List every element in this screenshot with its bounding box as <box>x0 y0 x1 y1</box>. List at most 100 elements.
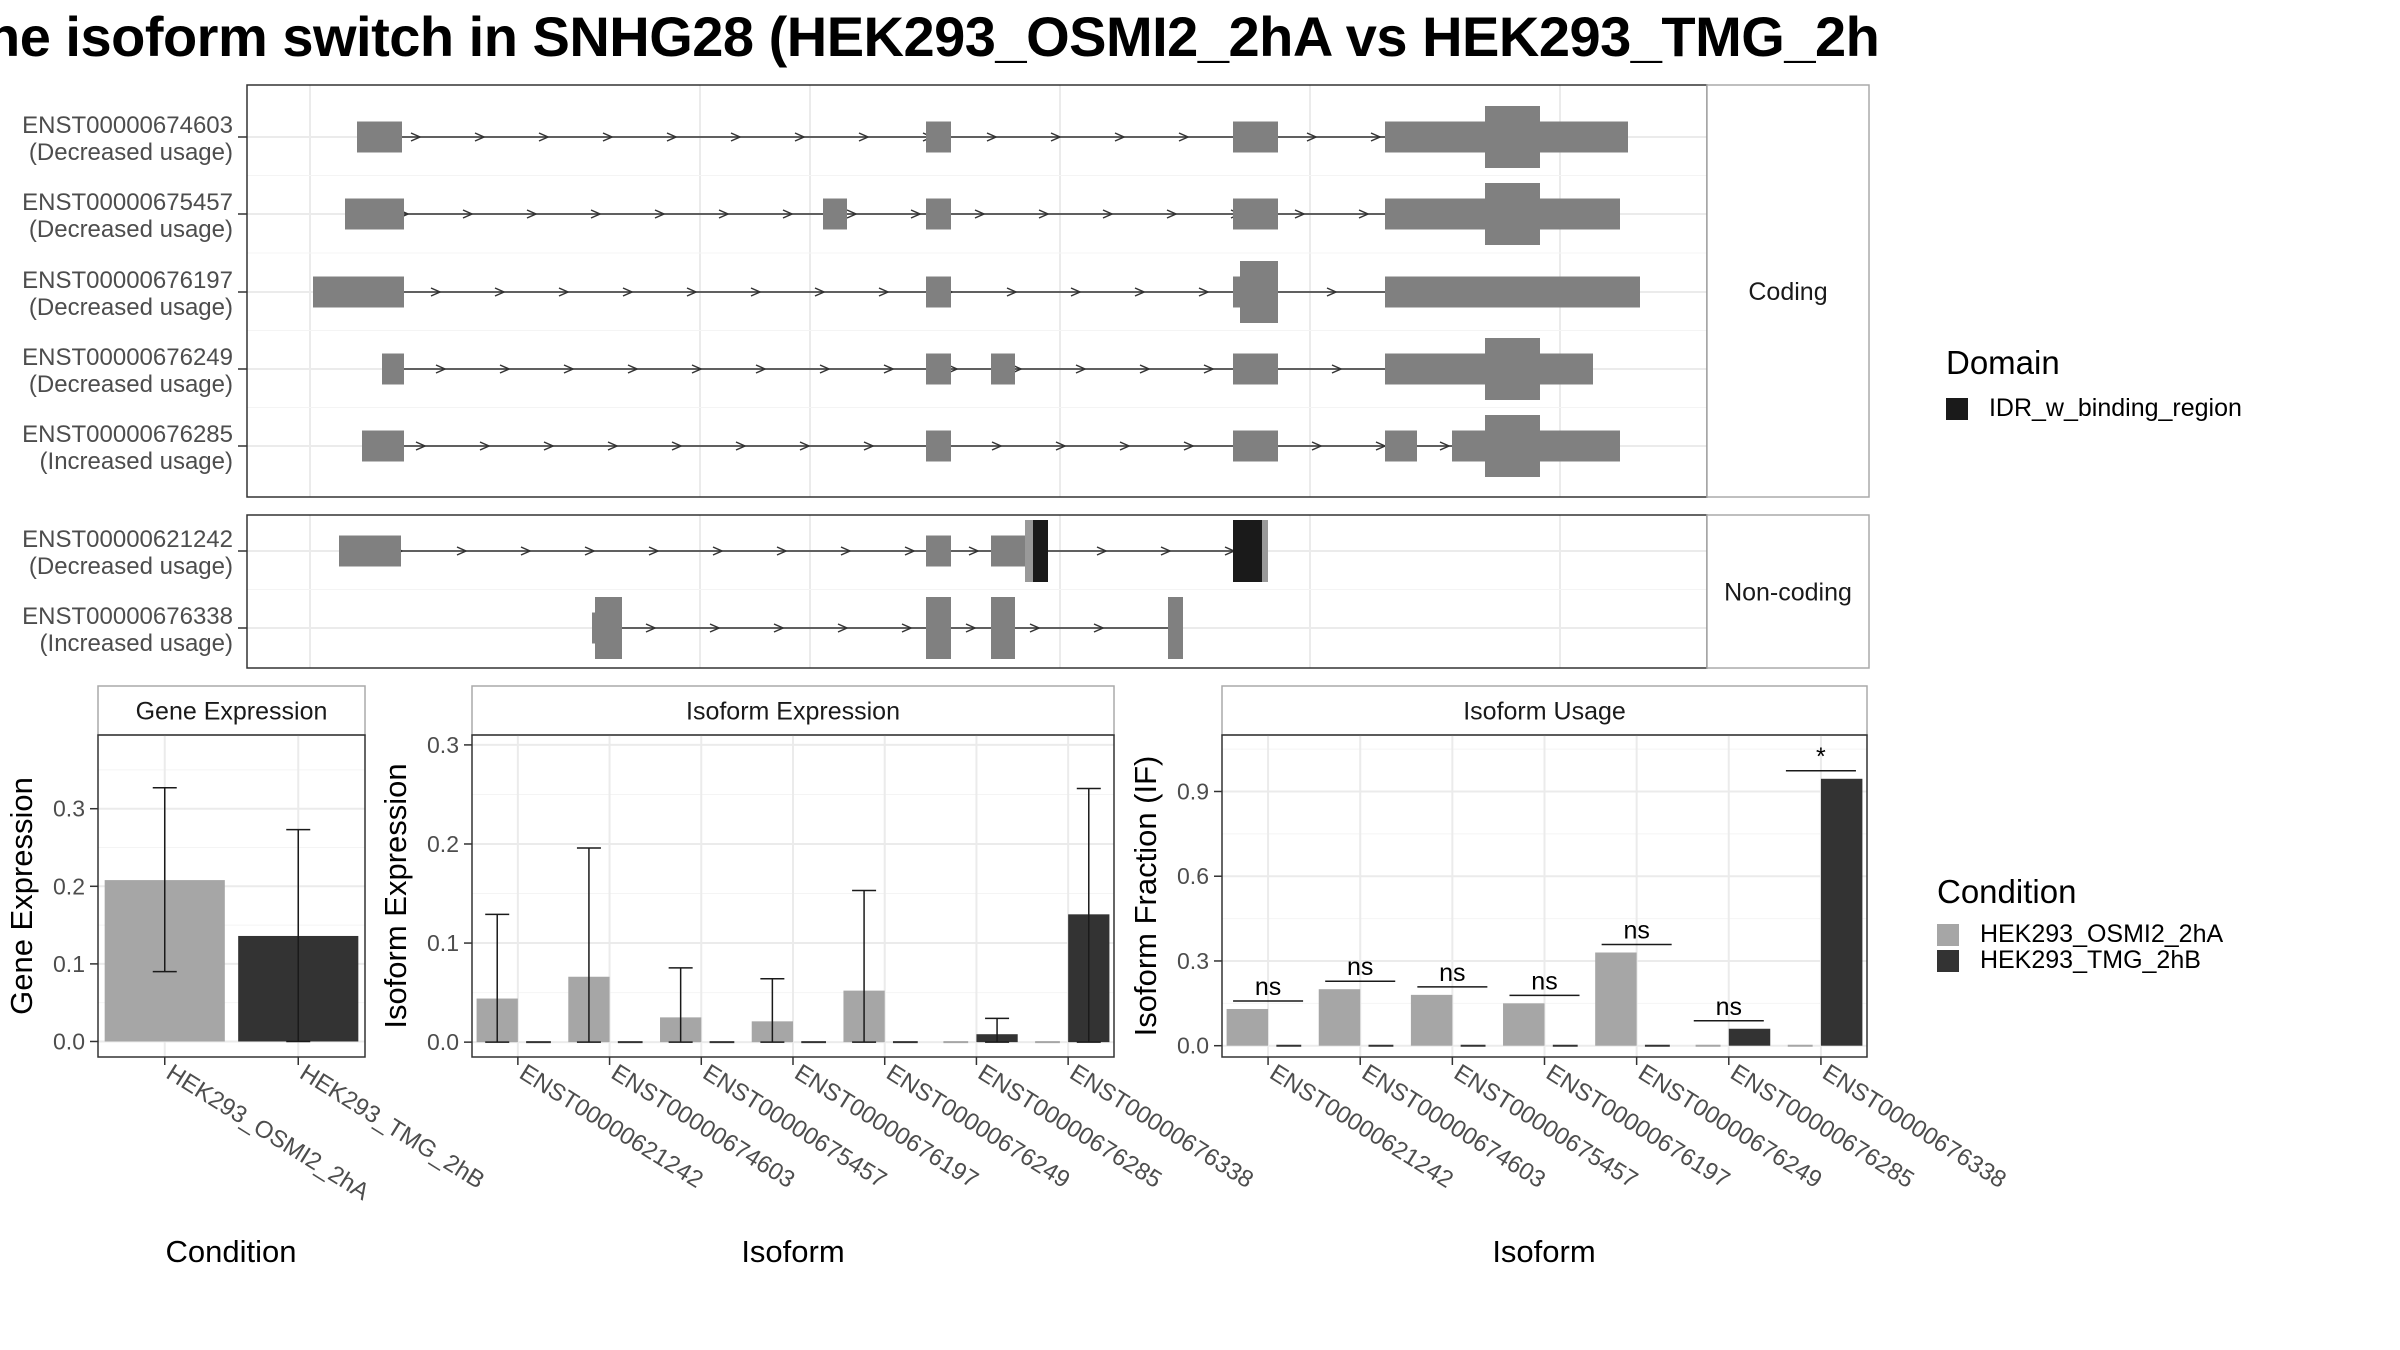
gene-expr-ytick-label: 0.2 <box>53 873 85 899</box>
tx-674603-strand-arrow <box>1306 132 1318 142</box>
isoform-usage-sig-label: ns <box>1531 967 1557 995</box>
tx-674603-strand-arrow <box>666 132 678 142</box>
coding-row-id-label: ENST00000675457 <box>22 189 233 216</box>
tx-621242-strand-arrow <box>840 546 852 556</box>
condition-legend-item-a: HEK293_OSMI2_2hA <box>1937 921 2223 947</box>
tx-676338-strand-arrow <box>709 623 721 633</box>
tx-675457-strand-arrow <box>718 209 730 219</box>
tx-674603-exon <box>357 121 402 153</box>
tx-676285-strand-arrow <box>1183 441 1195 451</box>
tx-675457-strand-arrow <box>1038 209 1050 219</box>
isoform-usage-ytick-label: 0.3 <box>1177 948 1209 974</box>
tx-675457-strand-arrow <box>526 209 538 219</box>
tx-621242-strand-arrow <box>968 546 980 556</box>
tx-675457-exon <box>926 198 951 230</box>
tx-674603-strand-arrow <box>474 132 486 142</box>
tx-674603-strand-arrow <box>538 132 550 142</box>
tx-675457-exon <box>345 198 404 230</box>
tx-674603-strand-arrow <box>1178 132 1190 142</box>
tx-676285-exon <box>926 430 951 462</box>
tx-675457-exon <box>823 198 847 230</box>
isoform-expr-ytick-label: 0.1 <box>427 930 459 956</box>
noncoding-row-id-label: ENST00000621242 <box>22 526 233 553</box>
condition-b-swatch <box>1937 950 1959 973</box>
coding-strip <box>1706 84 1870 498</box>
tx-674603-strand-arrow <box>794 132 806 142</box>
isoform-expr-yaxis-title: Isoform Expression <box>378 763 413 1028</box>
tx-675457-strand-arrow <box>782 209 794 219</box>
tx-676249-strand-arrow <box>627 364 639 374</box>
tx-676338-domain-block <box>926 597 951 659</box>
noncoding-strip <box>1706 514 1870 669</box>
condition-legend-title: Condition <box>1937 873 2077 910</box>
isoform-usage-xaxis-title: Isoform <box>1492 1234 1595 1269</box>
tx-674603-strand-arrow <box>602 132 614 142</box>
tx-676285-strand-arrow <box>1119 441 1131 451</box>
isoform-expr-ytick-label: 0.0 <box>427 1029 459 1055</box>
tx-621242-strand-arrow <box>776 546 788 556</box>
coding-row-id-label: ENST00000676197 <box>22 267 233 294</box>
coding-row-usage-label: (Decreased usage) <box>29 371 233 398</box>
isoform-usage-bar <box>1410 994 1453 1046</box>
tx-676285-strand-arrow <box>1439 441 1451 451</box>
condition-b-label: HEK293_TMG_2hB <box>1979 946 2201 974</box>
isoform-usage-sig-label: * <box>1816 743 1826 771</box>
isoform-usage-ytick-label: 0.9 <box>1177 778 1209 804</box>
noncoding-panel-bg <box>247 515 1707 668</box>
condition-a-label: HEK293_OSMI2_2hA <box>1979 920 2224 948</box>
domain-legend-title: Domain <box>1946 344 2060 381</box>
isoform-expr-ytick-label: 0.2 <box>427 831 459 857</box>
isoform-usage-bar <box>1503 1003 1545 1046</box>
tx-621242-strand-arrow <box>456 546 468 556</box>
tx-621242-strand-arrow <box>520 546 532 556</box>
tx-676249-strand-arrow <box>563 364 575 374</box>
tx-676285-strand-arrow <box>863 441 875 451</box>
tx-676285-exon <box>1385 430 1417 462</box>
tx-621242-strand-arrow <box>904 546 916 556</box>
tx-676197-strand-arrow <box>1070 287 1082 297</box>
tx-676197-strand-arrow <box>1326 287 1338 297</box>
tx-676197-strand-arrow <box>750 287 762 297</box>
tx-676197-strand-arrow <box>878 287 890 297</box>
tx-675457-strand-arrow <box>590 209 602 219</box>
coding-row-id-label: ENST00000674603 <box>22 112 233 139</box>
coding-row-id-label: ENST00000676285 <box>22 421 233 448</box>
tx-676285-strand-arrow <box>671 441 683 451</box>
tx-676249-domain-block <box>1485 338 1540 400</box>
tx-676197-exon <box>1385 276 1640 308</box>
noncoding-row-usage-label: (Decreased usage) <box>29 553 233 580</box>
tx-676197-strand-arrow <box>686 287 698 297</box>
tx-676285-strand-arrow <box>735 441 747 451</box>
isoform-usage-bar <box>1728 1028 1771 1046</box>
tx-676249-strand-arrow <box>1203 364 1215 374</box>
isoform-usage-bar <box>1595 952 1637 1046</box>
isoform-expr-xaxis-title: Isoform <box>741 1234 844 1269</box>
tx-676285-exon <box>362 430 404 462</box>
isoform-usage-sig-label: ns <box>1347 953 1373 981</box>
main-title-text: he isoform switch in SNHG28 (HEK293_OSMI… <box>0 5 1880 68</box>
noncoding-row-id-label: ENST00000676338 <box>22 603 233 630</box>
tx-621242-domain-block <box>1033 520 1048 582</box>
domain-legend-label: IDR_w_binding_region <box>1988 394 2242 422</box>
tx-676285-strand-arrow <box>1311 441 1323 451</box>
isoform-usage-sig-label: ns <box>1255 973 1281 1001</box>
tx-621242-strand-arrow <box>1096 546 1108 556</box>
tx-676249-strand-arrow <box>691 364 703 374</box>
gene-expr-ytick-label: 0.3 <box>53 796 85 822</box>
tx-621242-domain-block <box>1233 520 1262 582</box>
condition-legend: Condition HEK293_OSMI2_2hA HEK293_TMG_2h… <box>1937 873 2223 973</box>
tx-676249-exon <box>1233 353 1278 385</box>
tx-675457-strand-arrow <box>846 209 858 219</box>
tx-676249-strand-arrow <box>1075 364 1087 374</box>
tx-675457-strand-arrow <box>654 209 666 219</box>
coding-row-usage-label: (Decreased usage) <box>29 294 233 321</box>
tx-676197-strand-arrow <box>1006 287 1018 297</box>
tx-674603-strand-arrow <box>1050 132 1062 142</box>
isoform-usage-strip-title: Isoform Usage <box>1463 698 1626 726</box>
tx-621242-domain-block <box>1262 520 1268 582</box>
isoform-usage-bar <box>1318 989 1361 1046</box>
noncoding-strip-label: Non-coding <box>1724 579 1852 607</box>
gene-expr-strip <box>97 685 366 736</box>
gene-expr-ytick-label: 0.0 <box>53 1028 85 1054</box>
